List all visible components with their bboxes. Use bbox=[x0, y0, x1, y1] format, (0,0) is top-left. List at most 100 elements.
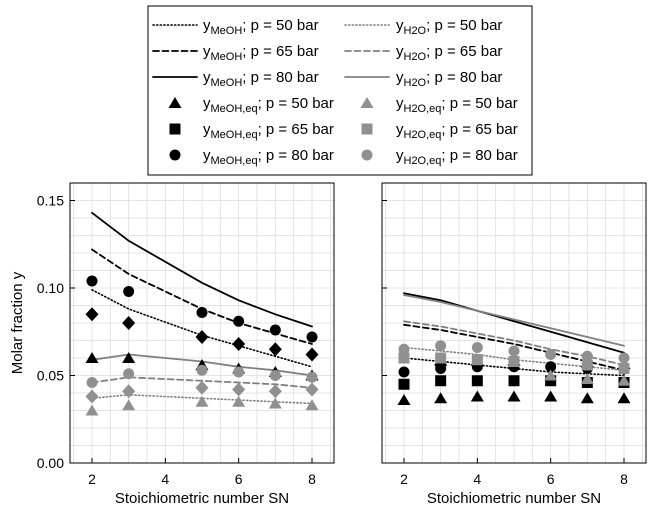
left-data-point-diamond bbox=[122, 316, 136, 330]
legend-label: yMeOH,eq; p = 50 bar bbox=[203, 95, 334, 115]
legend-label: yH2O; p = 80 bar bbox=[396, 69, 502, 89]
right-data-point-square bbox=[471, 354, 483, 366]
left-axis-ticks: 2 4 6 8 0.00 0.05 0.10 0.15 bbox=[37, 193, 316, 488]
right-plot-panel: 2 4 6 8 Stoichiometric number SN bbox=[381, 182, 647, 507]
legend-label: yMeOH; p = 80 bar bbox=[203, 69, 319, 89]
left-data-point-circle bbox=[269, 370, 281, 381]
right-data-point-circle bbox=[398, 366, 410, 378]
x-tick-label: 4 bbox=[473, 471, 481, 487]
left-data-point-circle bbox=[196, 307, 208, 318]
right-data-point-triangle bbox=[507, 390, 521, 402]
left-data-point-diamond bbox=[195, 380, 209, 395]
left-series-line-5 bbox=[91, 353, 313, 377]
legend-label: yH2O; p = 65 bar bbox=[396, 43, 502, 63]
left-data-point-circle bbox=[86, 377, 98, 388]
left-series-layer bbox=[85, 211, 319, 416]
left-data-point-diamond bbox=[232, 382, 246, 397]
right-data-point-circle bbox=[508, 345, 520, 357]
y-tick-label: 0.00 bbox=[37, 455, 64, 471]
right-data-point-triangle bbox=[580, 373, 594, 384]
right-series-layer bbox=[397, 292, 631, 405]
right-axis-ticks: 2 4 6 8 bbox=[382, 200, 628, 487]
right-data-point-circle bbox=[545, 349, 557, 360]
y-tick-label: 0.15 bbox=[37, 193, 64, 209]
x-tick-label: 2 bbox=[88, 471, 96, 487]
legend-circle-swatch bbox=[361, 149, 373, 161]
left-series-line-0 bbox=[91, 288, 313, 368]
right-plot-frame bbox=[381, 182, 647, 464]
legend-label: yMeOH,eq; p = 80 bar bbox=[203, 147, 334, 167]
legend-label: yMeOH; p = 65 bar bbox=[203, 43, 319, 63]
legend-label: yH2O,eq; p = 65 bar bbox=[396, 121, 518, 141]
left-data-point-diamond bbox=[122, 384, 136, 399]
left-data-point-diamond bbox=[268, 342, 282, 357]
x-tick-label: 4 bbox=[161, 471, 169, 487]
left-y-axis-label: Molar fraction y bbox=[9, 271, 26, 374]
legend-label: yMeOH; p = 50 bar bbox=[203, 17, 319, 37]
left-data-point-triangle bbox=[85, 404, 99, 416]
right-data-point-circle bbox=[545, 361, 557, 373]
left-series-line-1 bbox=[91, 248, 313, 345]
right-data-point-square bbox=[435, 375, 447, 387]
left-data-point-triangle bbox=[268, 397, 282, 409]
right-data-point-circle bbox=[435, 340, 447, 352]
legend-label: yH2O,eq; p = 80 bar bbox=[396, 147, 518, 167]
right-series-line-2 bbox=[403, 292, 625, 354]
right-data-point-triangle bbox=[470, 390, 484, 402]
right-data-point-triangle bbox=[580, 392, 594, 404]
x-tick-label: 8 bbox=[620, 471, 628, 487]
left-data-point-diamond bbox=[305, 382, 319, 397]
left-plot-panel: 2 4 6 8 0.00 0.05 0.10 0.15 Stoichiometric numb… bbox=[9, 182, 335, 507]
left-data-point-circle bbox=[269, 324, 281, 336]
right-data-point-triangle bbox=[397, 394, 411, 405]
left-data-point-triangle bbox=[232, 395, 246, 407]
x-tick-label: 2 bbox=[400, 471, 408, 487]
legend-square-swatch bbox=[169, 123, 181, 135]
left-data-point-triangle bbox=[305, 399, 319, 411]
right-data-point-triangle bbox=[617, 392, 631, 404]
right-series-line-5 bbox=[403, 294, 625, 347]
right-data-point-triangle bbox=[544, 390, 558, 402]
right-data-point-square bbox=[545, 375, 557, 387]
left-series-line-3 bbox=[91, 393, 313, 405]
right-data-point-square bbox=[618, 363, 630, 374]
legend: yMeOH; p = 50 bar yH2O; p = 50 bar yMeOH; … bbox=[147, 5, 533, 176]
right-data-point-circle bbox=[398, 343, 410, 355]
left-data-point-diamond bbox=[305, 347, 319, 362]
right-data-point-square bbox=[435, 352, 447, 364]
left-data-point-circle bbox=[196, 364, 208, 376]
left-data-point-circle bbox=[123, 286, 135, 297]
left-data-point-diamond bbox=[232, 337, 246, 351]
y-tick-label: 0.10 bbox=[37, 280, 64, 296]
right-data-point-circle bbox=[581, 350, 593, 362]
left-data-point-circle bbox=[123, 368, 135, 380]
right-data-point-triangle bbox=[544, 369, 558, 381]
left-series-line-2 bbox=[91, 211, 313, 328]
left-data-point-circle bbox=[306, 331, 318, 343]
legend-circle-swatch bbox=[169, 149, 181, 161]
right-data-point-square bbox=[398, 378, 410, 390]
left-data-point-triangle bbox=[122, 352, 136, 363]
left-data-point-triangle bbox=[195, 395, 209, 407]
left-data-point-circle bbox=[306, 371, 318, 383]
left-gridlines bbox=[70, 182, 334, 463]
legend-label: yMeOH,eq; p = 65 bar bbox=[203, 121, 334, 141]
y-tick-label: 0.05 bbox=[37, 368, 64, 384]
right-data-point-circle bbox=[618, 352, 630, 364]
legend-label: yH2O,eq; p = 50 bar bbox=[396, 95, 518, 115]
right-data-point-square bbox=[508, 375, 520, 387]
legend-triangle-swatch bbox=[168, 97, 182, 108]
right-data-point-square bbox=[581, 359, 593, 371]
left-data-point-diamond bbox=[195, 330, 209, 344]
left-data-point-circle bbox=[86, 275, 98, 287]
right-data-point-circle bbox=[471, 342, 483, 353]
left-x-axis-label: Stoichiometric number SN bbox=[115, 490, 289, 507]
x-tick-label: 8 bbox=[308, 471, 316, 487]
right-data-point-triangle bbox=[617, 374, 631, 386]
left-plot-frame bbox=[69, 182, 335, 464]
legend-triangle-swatch bbox=[360, 97, 374, 108]
left-data-point-diamond bbox=[85, 389, 99, 404]
left-data-point-diamond bbox=[85, 307, 99, 322]
left-data-point-triangle bbox=[122, 399, 136, 411]
